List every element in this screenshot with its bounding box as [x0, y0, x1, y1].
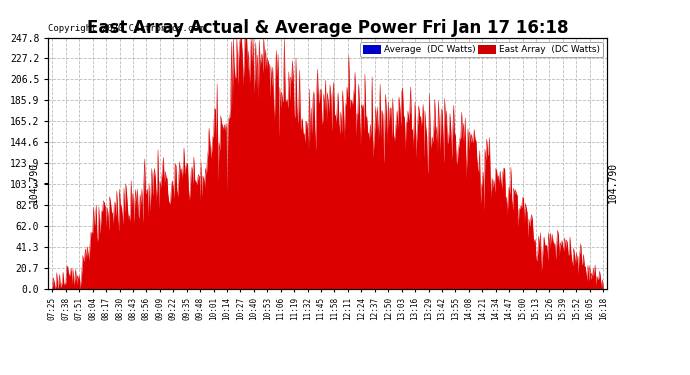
Text: 104.790: 104.790	[608, 162, 618, 203]
Text: Copyright 2020 Cartronics.com: Copyright 2020 Cartronics.com	[48, 24, 204, 33]
Legend: Average  (DC Watts), East Array  (DC Watts): Average (DC Watts), East Array (DC Watts…	[360, 42, 602, 57]
Title: East Array Actual & Average Power Fri Jan 17 16:18: East Array Actual & Average Power Fri Ja…	[87, 20, 569, 38]
